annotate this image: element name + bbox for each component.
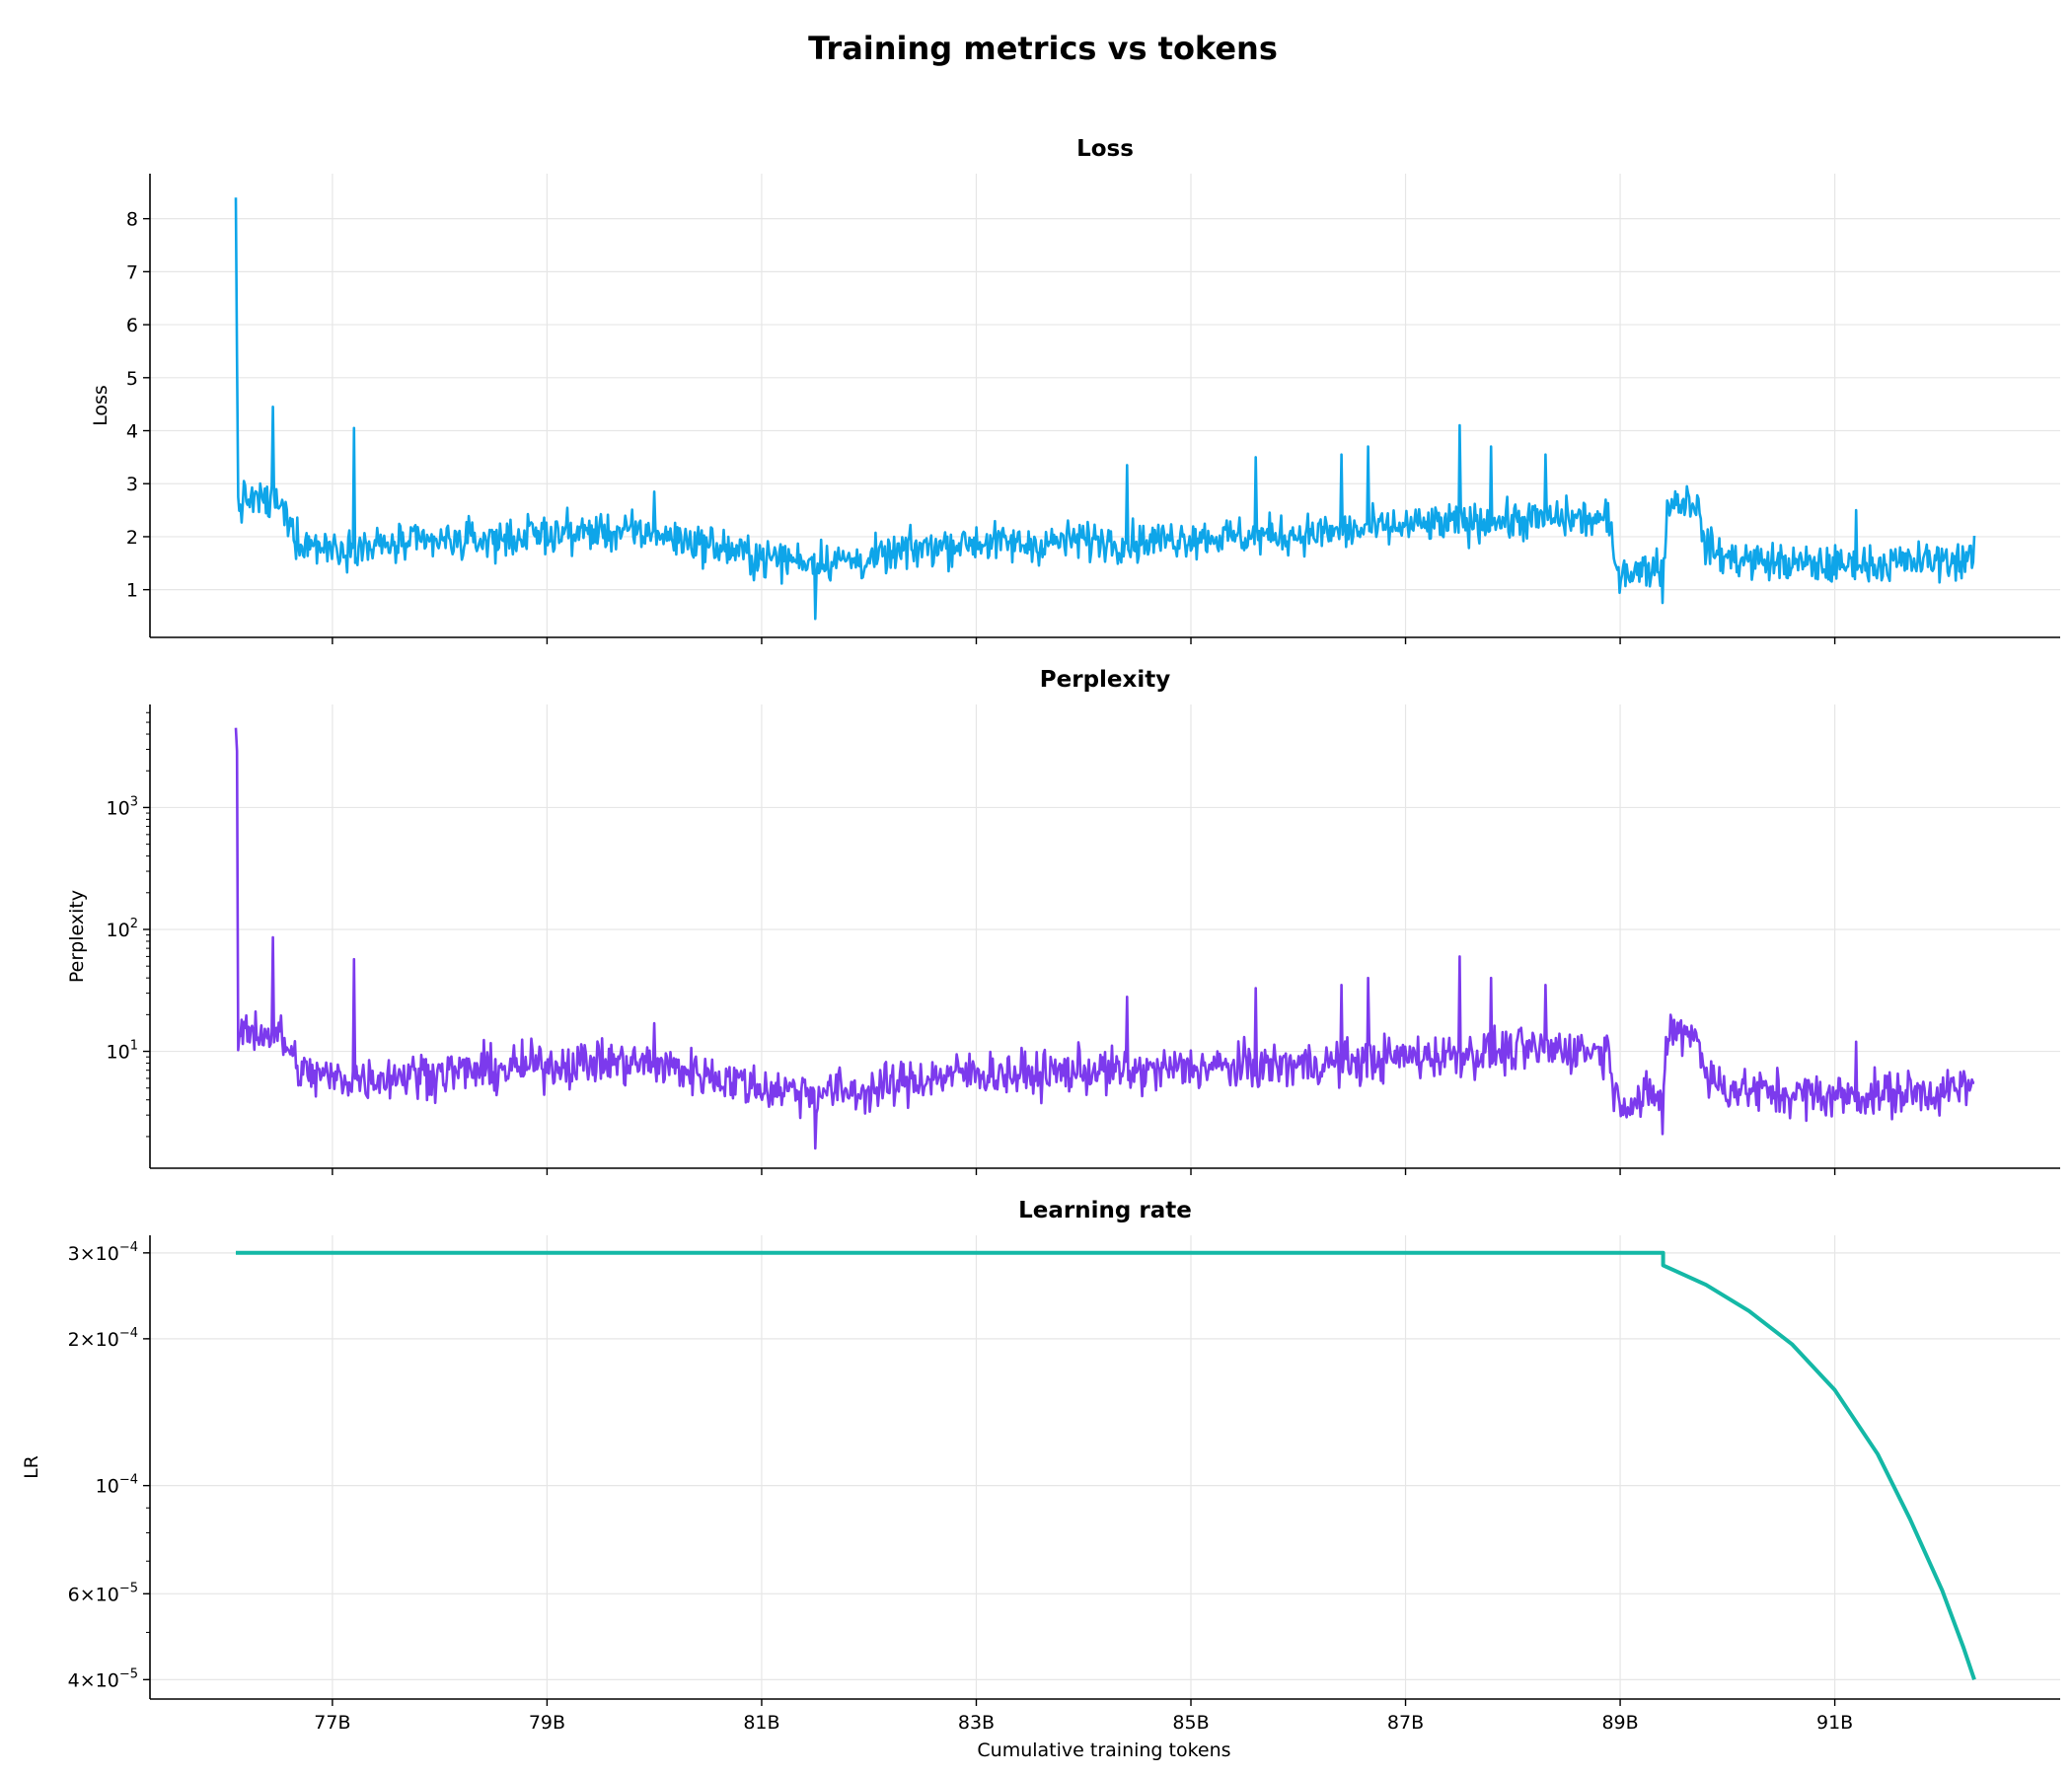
x-tick-label: 85B xyxy=(1172,1712,1209,1734)
y-tick-label: 10−4 xyxy=(96,1473,138,1498)
panels-container: 1 2 3 4 5 6 7 8 Loss Loss 101 102 103 Perplexity Perpl… xyxy=(21,136,2060,1734)
y-tick-label: 7 xyxy=(126,261,138,283)
x-tick-label: 87B xyxy=(1387,1712,1424,1734)
x-tick-label: 79B xyxy=(529,1712,565,1734)
y-tick-label: 2×10−4 xyxy=(68,1326,138,1351)
x-axis-label: Cumulative training tokens xyxy=(977,1739,1230,1761)
chart-panel-2: 101 102 103 Perplexity Perplexity xyxy=(66,667,2060,1175)
series-line xyxy=(236,1250,1976,1680)
y-tick-label: 6 xyxy=(126,315,138,336)
panel-title: Loss xyxy=(1076,136,1134,162)
y-tick-label: 1 xyxy=(126,580,138,602)
y-tick-label: 5 xyxy=(126,368,138,390)
y-tick-label: 102 xyxy=(107,917,138,941)
series-line xyxy=(234,727,1975,1150)
y-tick-label: 8 xyxy=(126,209,138,231)
x-tick-label: 77B xyxy=(314,1712,350,1734)
y-tick-label: 2 xyxy=(126,527,138,549)
x-tick-label: 81B xyxy=(743,1712,779,1734)
y-axis-label: Loss xyxy=(90,385,111,426)
y-tick-label: 4 xyxy=(126,421,138,443)
x-tick-label: 89B xyxy=(1601,1712,1638,1734)
y-tick-label: 3 xyxy=(126,474,138,495)
series-line xyxy=(234,197,1976,621)
chart-panel-1: 1 2 3 4 5 6 7 8 Loss Loss xyxy=(90,136,2060,644)
panel-title: Learning rate xyxy=(1018,1198,1192,1223)
y-axis-label: LR xyxy=(21,1455,42,1479)
y-axis-label: Perplexity xyxy=(66,890,88,983)
chart-panel-3: 77B 79B 81B 83B 85B 87B 89B 91B 4×10−5 6×10−5 10−4… xyxy=(21,1198,2060,1734)
y-tick-label: 6×10−5 xyxy=(68,1581,138,1605)
y-tick-label: 103 xyxy=(107,794,138,819)
y-tick-label: 101 xyxy=(107,1039,138,1064)
x-tick-label: 83B xyxy=(958,1712,995,1734)
y-tick-label: 3×10−4 xyxy=(68,1240,138,1265)
figure-title: Training metrics vs tokens xyxy=(808,30,1278,67)
panel-title: Perplexity xyxy=(1040,667,1170,693)
x-tick-label: 91B xyxy=(1816,1712,1853,1734)
y-tick-label: 4×10−5 xyxy=(68,1666,138,1691)
